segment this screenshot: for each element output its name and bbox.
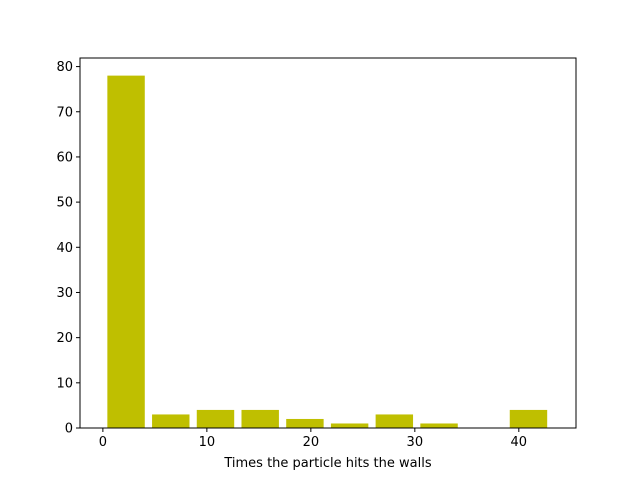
x-tick-label: 30: [407, 435, 424, 450]
bar-7: [420, 423, 458, 428]
y-tick-label: 10: [56, 376, 73, 391]
y-tick-label: 60: [56, 150, 73, 165]
bar-1: [152, 414, 190, 428]
y-tick-label: 30: [56, 286, 73, 301]
x-tick-label: 10: [199, 435, 216, 450]
y-tick-label: 40: [56, 241, 73, 256]
plot-area-background: [80, 58, 576, 428]
y-tick-label: 0: [65, 422, 73, 437]
y-tick-label: 50: [56, 196, 73, 211]
bar-0: [107, 75, 145, 429]
y-tick-label: 20: [56, 331, 73, 346]
y-axis-ticks: 0 10 20 30 40 50 60 70 80: [56, 60, 80, 437]
bar-5: [330, 423, 369, 428]
x-tick-label: 40: [511, 435, 528, 450]
bar-2: [196, 409, 235, 428]
bars-group: [107, 75, 548, 429]
bar-4: [286, 418, 324, 428]
x-tick-label: 0: [99, 435, 107, 450]
bar-6: [375, 414, 414, 428]
x-tick-label: 20: [303, 435, 320, 450]
x-axis-ticks: 0 10 20 30 40: [99, 428, 527, 450]
bar-9: [509, 409, 548, 428]
y-tick-label: 80: [56, 60, 73, 75]
bar-3: [241, 409, 279, 428]
plot-frame: [79, 57, 577, 429]
x-axis-label: Times the particle hits the walls: [223, 456, 431, 471]
y-tick-label: 70: [56, 105, 73, 120]
